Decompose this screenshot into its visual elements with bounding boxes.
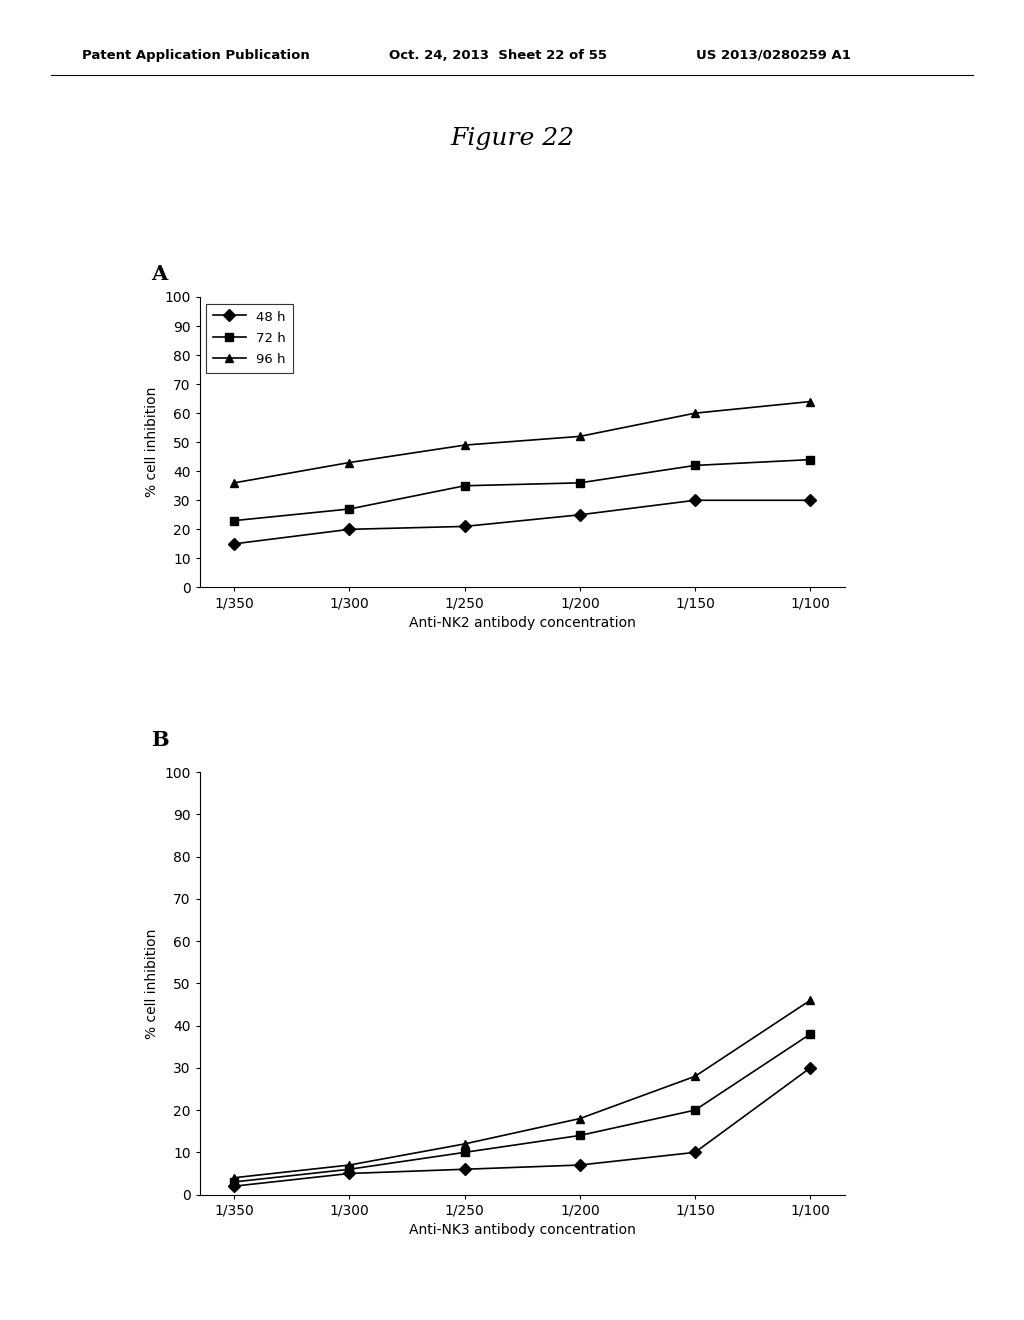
96 h	[343, 1158, 355, 1173]
72 h	[343, 1162, 355, 1177]
72 h	[228, 512, 241, 528]
Text: Figure 22: Figure 22	[450, 127, 574, 150]
48 h	[804, 1060, 816, 1076]
Line: 48 h: 48 h	[230, 1064, 814, 1191]
72 h	[573, 1127, 586, 1143]
Line: 96 h: 96 h	[230, 397, 814, 487]
96 h	[459, 437, 471, 453]
96 h	[804, 993, 816, 1008]
72 h	[459, 478, 471, 494]
72 h	[228, 1173, 241, 1189]
X-axis label: Anti-NK2 antibody concentration: Anti-NK2 antibody concentration	[409, 616, 636, 630]
48 h	[228, 536, 241, 552]
Y-axis label: % cell inhibition: % cell inhibition	[144, 387, 159, 498]
72 h	[459, 1144, 471, 1160]
Line: 72 h: 72 h	[230, 455, 814, 525]
96 h	[459, 1137, 471, 1152]
48 h	[228, 1179, 241, 1195]
96 h	[689, 405, 701, 421]
Line: 48 h: 48 h	[230, 496, 814, 548]
72 h	[343, 502, 355, 517]
96 h	[228, 475, 241, 491]
48 h	[804, 492, 816, 508]
Text: B: B	[152, 730, 169, 750]
48 h	[343, 1166, 355, 1181]
72 h	[573, 475, 586, 491]
96 h	[228, 1170, 241, 1185]
Text: Oct. 24, 2013  Sheet 22 of 55: Oct. 24, 2013 Sheet 22 of 55	[389, 49, 607, 62]
48 h	[573, 507, 586, 523]
72 h	[689, 458, 701, 474]
Line: 96 h: 96 h	[230, 997, 814, 1181]
96 h	[343, 454, 355, 470]
48 h	[689, 1144, 701, 1160]
Legend: 48 h, 72 h, 96 h: 48 h, 72 h, 96 h	[206, 304, 293, 372]
72 h	[689, 1102, 701, 1118]
96 h	[689, 1068, 701, 1084]
72 h	[804, 1026, 816, 1041]
96 h	[573, 429, 586, 445]
Text: Patent Application Publication: Patent Application Publication	[82, 49, 309, 62]
Text: US 2013/0280259 A1: US 2013/0280259 A1	[696, 49, 851, 62]
72 h	[804, 451, 816, 467]
96 h	[573, 1110, 586, 1126]
Y-axis label: % cell inhibition: % cell inhibition	[144, 928, 159, 1039]
48 h	[573, 1158, 586, 1173]
96 h	[804, 393, 816, 409]
Text: A: A	[152, 264, 168, 284]
48 h	[459, 1162, 471, 1177]
Line: 72 h: 72 h	[230, 1030, 814, 1187]
48 h	[343, 521, 355, 537]
X-axis label: Anti-NK3 antibody concentration: Anti-NK3 antibody concentration	[409, 1224, 636, 1237]
48 h	[459, 519, 471, 535]
48 h	[689, 492, 701, 508]
